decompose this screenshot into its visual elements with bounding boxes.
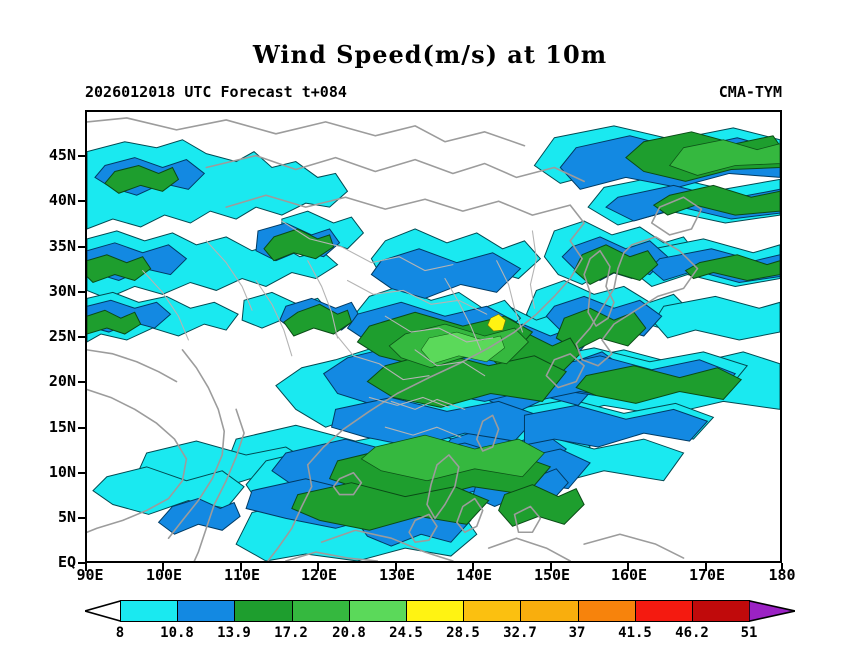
y-tick: [78, 517, 86, 519]
colorbar-tick-10-8: 10.8: [160, 625, 194, 641]
y-axis-label-eq: EQ: [57, 553, 76, 571]
x-tick: [627, 563, 629, 571]
y-tick: [78, 427, 86, 429]
x-axis-label-140e: 140E: [455, 566, 493, 584]
header-row: 2026012018 UTC Forecast t+084 CMA-TYM: [85, 83, 782, 104]
x-tick: [705, 563, 707, 571]
colorbar-cell-37: [578, 601, 636, 621]
x-axis-label-90e: 90E: [76, 566, 104, 584]
y-axis-label-35n: 35N: [48, 237, 76, 255]
colorbar-swatches: [120, 600, 750, 622]
x-tick: [317, 563, 319, 571]
wind-speed-field: [87, 112, 780, 561]
shading-band-20-8: [420, 331, 505, 365]
x-axis-label-180: 180: [768, 566, 796, 584]
colorbar-tick-41-5: 41.5: [618, 625, 652, 641]
colorbar-cell-20-8: [349, 601, 407, 621]
y-tick: [78, 291, 86, 293]
y-tick: [78, 562, 86, 564]
colorbar-tick-20-8: 20.8: [332, 625, 366, 641]
y-axis-label-45n: 45N: [48, 146, 76, 164]
y-axis-label-25n: 25N: [48, 327, 76, 345]
colorbar-cell-28-5: [464, 601, 522, 621]
colorbar-tick-46-2: 46.2: [675, 625, 709, 641]
map-plot-frame: [85, 110, 782, 563]
colorbar-tick-37: 37: [568, 625, 586, 641]
shading-band-24-5: [487, 313, 506, 332]
x-tick: [395, 563, 397, 571]
x-tick: [550, 563, 552, 571]
colorbar-tick-17-2: 17.2: [274, 625, 308, 641]
colorbar-cell-24-5: [406, 601, 465, 621]
x-tick: [85, 563, 87, 571]
y-axis-label-20n: 20N: [48, 372, 76, 390]
y-tick: [78, 155, 86, 157]
colorbar-cell-13-9: [235, 601, 293, 621]
x-tick: [162, 563, 164, 571]
x-tick: [240, 563, 242, 571]
colorbar-tick-24-5: 24.5: [389, 625, 423, 641]
colorbar-over-arrow: [749, 600, 795, 622]
y-axis-label-15n: 15N: [48, 418, 76, 436]
x-tick: [781, 563, 783, 571]
colorbar-tick-51: 51: [740, 625, 758, 641]
x-axis-label-130e: 130E: [378, 566, 416, 584]
coastline-layer: [87, 117, 703, 561]
colorbar-tick-32-7: 32.7: [503, 625, 537, 641]
colorbar-under-arrow: [85, 600, 121, 622]
forecast-run-label: 2026012018 UTC Forecast t+084: [85, 83, 347, 101]
y-tick: [78, 381, 86, 383]
x-axis-label-100e: 100E: [145, 566, 183, 584]
colorbar-cell-32-7: [521, 601, 579, 621]
colorbar-cell-10-8: [178, 601, 236, 621]
colorbar-cell-41-5: [635, 601, 693, 621]
y-axis-label-5n: 5N: [57, 508, 76, 526]
colorbar-tick-8: 8: [115, 625, 125, 641]
colorbar-cell-8: [121, 601, 179, 621]
y-axis-label-10n: 10N: [48, 463, 76, 481]
y-axis-label-40n: 40N: [48, 191, 76, 209]
x-axis-label-110e: 110E: [223, 566, 261, 584]
x-axis-label-150e: 150E: [533, 566, 571, 584]
x-axis-label-120e: 120E: [300, 566, 338, 584]
y-tick: [78, 472, 86, 474]
y-tick: [78, 336, 86, 338]
colorbar-cell-17-2: [292, 601, 350, 621]
y-tick: [78, 246, 86, 248]
y-tick: [78, 200, 86, 202]
model-source-label: CMA-TYM: [718, 83, 782, 101]
x-tick: [472, 563, 474, 571]
page-title: Wind Speed(m/s) at 10m: [252, 40, 608, 69]
colorbar-legend: 8 10.8 13.9 17.2 20.8 24.5 28.5 32.7 37 …: [85, 600, 795, 646]
colorbar-cell-46-2: [692, 601, 750, 621]
x-axis-label-170e: 170E: [688, 566, 726, 584]
x-axis-label-160e: 160E: [610, 566, 648, 584]
colorbar-tick-28-5: 28.5: [446, 625, 480, 641]
colorbar-tick-13-9: 13.9: [217, 625, 251, 641]
y-axis-label-30n: 30N: [48, 282, 76, 300]
